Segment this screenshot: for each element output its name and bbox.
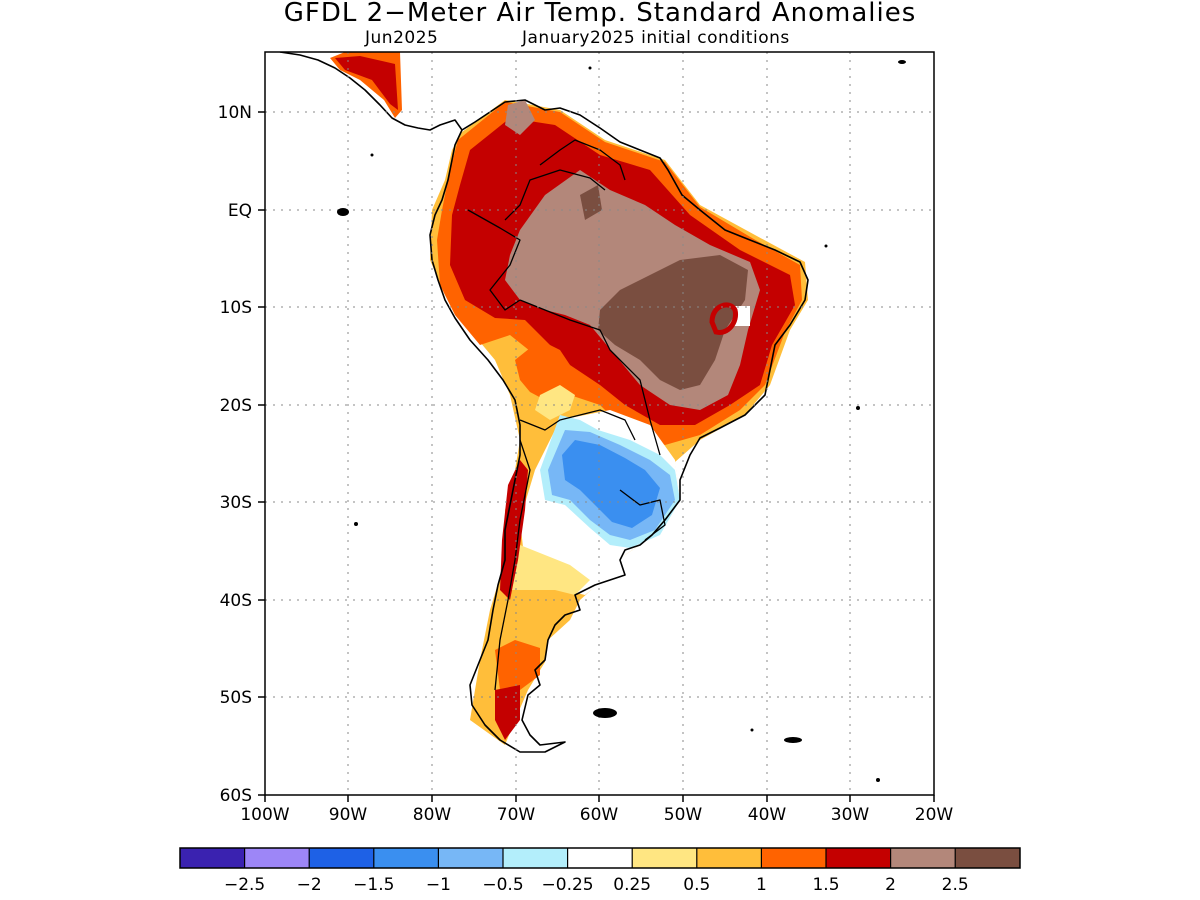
lon-label-30w: 30W: [831, 805, 870, 825]
colorbar-label: −2.5: [224, 875, 265, 895]
colorbar-label: −1: [426, 875, 451, 895]
colorbar-swatch: [826, 848, 891, 868]
colorbar-swatch: [567, 848, 633, 868]
colorbar-swatch: [632, 848, 697, 868]
lon-label-100w: 100W: [240, 805, 289, 825]
lat-label-20s: 20S: [220, 396, 252, 416]
central-andes-anomaly-yellow: [535, 385, 575, 420]
coastlines: [279, 52, 809, 753]
andes-anomaly-red: [500, 460, 528, 600]
southern-anomaly-blue: [562, 440, 660, 528]
lat-label-eq: EQ: [228, 201, 252, 221]
lat-label-10n: 10N: [218, 103, 252, 123]
colorbar: −2.5 −2 −1.5 −1 −0.5 −0.25 0.25 0.5 1 1.…: [179, 847, 1021, 895]
colorbar-label: −2: [297, 875, 322, 895]
continent-outline: [429, 99, 809, 753]
patagonia-anomaly-dark-orange: [495, 640, 540, 690]
patagonia-anomaly-yellow: [505, 545, 590, 595]
patagonia-anomaly-orange: [500, 595, 548, 650]
map-title: GFDL 2−Meter Air Temp. Standard Anomalie…: [283, 0, 917, 28]
lat-label-10s: 10S: [220, 298, 252, 318]
lon-label-20w: 20W: [915, 805, 954, 825]
colorbar-swatch: [761, 848, 826, 868]
tierra-del-fuego-anomaly: [495, 685, 520, 740]
colorbar-swatch: [309, 848, 374, 868]
missing-data-cell: [734, 306, 750, 326]
colorbar-border: [179, 847, 1021, 869]
anomaly-field: [265, 52, 934, 795]
lon-label-70w: 70W: [497, 805, 536, 825]
colorbar-label: −0.5: [482, 875, 523, 895]
brazil-anomaly-extreme-small: [580, 185, 602, 220]
brazil-anomaly-extreme: [598, 255, 748, 390]
colorbar-label: 2: [885, 875, 896, 895]
colorbar-swatch: [696, 848, 762, 868]
colorbar-swatch: [180, 848, 245, 868]
national-borders: [467, 139, 666, 691]
lat-label-50s: 50S: [220, 688, 252, 708]
colorbar-swatch: [244, 848, 310, 868]
central-america-warm-core: [335, 56, 398, 110]
lon-label-60w: 60W: [580, 805, 619, 825]
colorbar-label: 1: [756, 875, 767, 895]
lat-label-30s: 30S: [220, 493, 252, 513]
lon-label-80w: 80W: [413, 805, 452, 825]
lat-label-60s: 60S: [220, 786, 252, 806]
initial-conditions-label: January2025 initial conditions: [522, 28, 790, 48]
colorbar-label: 0.25: [613, 875, 651, 895]
central-andes-anomaly-orange: [515, 340, 570, 400]
colorbar-label: 0.5: [683, 875, 710, 895]
north-coast-anomaly-high: [505, 100, 535, 135]
colorbar-label: 1.5: [812, 875, 839, 895]
colorbar-label: −1.5: [353, 875, 394, 895]
colorbar-swatch: [890, 848, 956, 868]
colorbar-swatch: [955, 848, 1020, 868]
colorbar-swatch: [373, 848, 439, 868]
lat-label-40s: 40S: [220, 591, 252, 611]
colorbar-swatches: [180, 848, 1020, 868]
islands: [337, 60, 906, 782]
lon-label-40w: 40W: [748, 805, 787, 825]
lon-label-90w: 90W: [329, 805, 368, 825]
colorbar-label: −0.25: [542, 875, 594, 895]
colorbar-swatch: [503, 848, 568, 868]
colorbar-swatch: [438, 848, 503, 868]
lon-label-50w: 50W: [664, 805, 703, 825]
forecast-month: Jun2025: [365, 28, 439, 48]
inner-red-ring: [709, 302, 739, 335]
colorbar-label: 2.5: [942, 875, 969, 895]
axis-ticks: [258, 111, 935, 802]
colorbar-dividers: [244, 848, 956, 868]
